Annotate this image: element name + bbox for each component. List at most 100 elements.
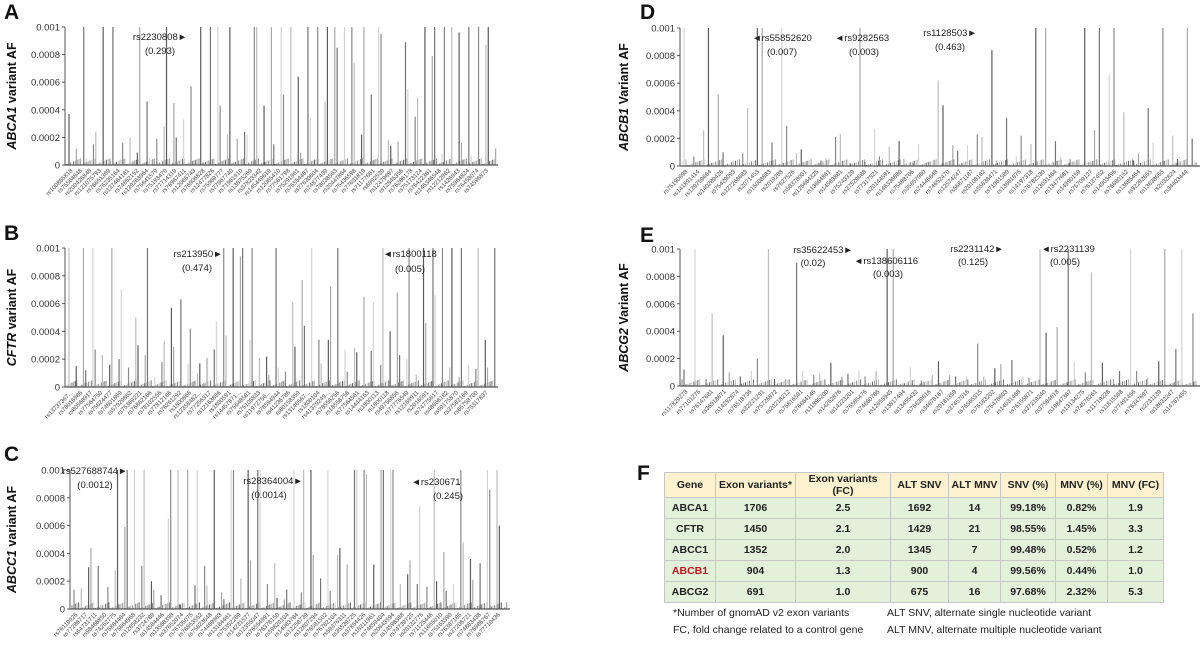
y-tick-label: 0 — [670, 382, 675, 393]
column-header: Gene — [664, 472, 716, 498]
annotation-variant-id: rs2231142 — [950, 244, 994, 255]
table-cell: 900 — [890, 560, 949, 582]
table-cell: 99.48% — [1000, 539, 1056, 561]
y-axis-title-gene: ABCA1 — [5, 106, 19, 150]
annotation-label: rs527688744► — [63, 466, 128, 477]
annotation-variant-id: rs230671 — [421, 477, 461, 488]
annotation-af-value: (0.245) — [433, 491, 463, 502]
y-tick-label: 0.0002 — [31, 355, 60, 366]
y-tick-label: 0.0006 — [36, 521, 65, 532]
table-cell: 7 — [948, 539, 1001, 561]
table-cell: 2.0 — [795, 539, 891, 561]
panel-letter-D: D — [640, 1, 655, 24]
annotation-variant-id: rs527688744 — [63, 466, 118, 477]
annotation-label: rs35622453► — [793, 245, 853, 256]
arrow-right-icon: ► — [213, 249, 222, 260]
table-body: ABCA1 1706 2.5 1692 14 99.18% 0.82% 1.9 CFTR 1450… — [664, 497, 1164, 603]
y-tick-label: 0.0004 — [31, 327, 60, 338]
annotation-af-value: (0.463) — [935, 42, 965, 53]
arrow-right-icon: ► — [843, 245, 852, 256]
gene-cell: ABCA1 — [664, 497, 716, 519]
gene-cell: ABCG2 — [664, 581, 716, 603]
annotation-variant-id: rs35622453 — [793, 245, 843, 256]
annotation-variant-id: rs2230808 — [133, 32, 178, 43]
table-cell: 21 — [948, 518, 1001, 540]
annotation-af-value: (0.0012) — [77, 480, 112, 491]
annotation-label: rs2231142► — [950, 244, 1004, 255]
gene-cell: ABCB1 — [664, 560, 716, 582]
summary-table: Gene Exon variants* Exon variants (FC) ALT … — [664, 472, 1164, 603]
arrow-right-icon: ► — [994, 244, 1003, 255]
gene-cell: ABCC1 — [664, 539, 716, 561]
annotation-variant-id: rs1800118 — [393, 249, 437, 260]
y-axis-title-suffix: Variant AF — [617, 43, 631, 108]
y-tick-label: 0 — [60, 605, 65, 616]
arrow-left-icon: ◄ — [1041, 244, 1050, 255]
panel-A: A 0 0.0002 0.0004 0.0006 0.0008 0.001 ABCA1 var… — [4, 1, 498, 197]
annotation-af-value: (0.125) — [958, 257, 988, 268]
table-cell: 98.55% — [1000, 518, 1056, 540]
table-cell: 2.5 — [795, 497, 891, 519]
y-tick-label: 0.0002 — [36, 577, 65, 588]
table-row: ABCC1 1352 2.0 1345 7 99.48% 0.52% 1.2 — [664, 539, 1164, 561]
table-cell: 0.44% — [1055, 560, 1108, 582]
y-tick-label: 0.0008 — [36, 493, 65, 504]
column-header: ALT MNV — [948, 472, 1001, 498]
annotation-label: ◄rs230671 — [411, 477, 460, 488]
y-axis-title-suffix: Variant AF — [617, 263, 631, 328]
annotation-label: rs2230808► — [133, 32, 187, 43]
y-axis-title-suffix: variant AF — [5, 486, 19, 551]
annotation-label: ◄rs55852620 — [752, 33, 812, 44]
table-cell: 14 — [948, 497, 1001, 519]
annotation-variant-id: rs28364004 — [243, 476, 293, 487]
annotation-label: rs213950► — [173, 249, 222, 260]
arrow-left-icon: ◄ — [835, 33, 844, 44]
footnote-fc: FC, fold change related to a control gen… — [673, 624, 864, 636]
annotation-label: rs1128503► — [923, 28, 977, 39]
annotation-af-value: (0.003) — [849, 47, 879, 58]
gene-cell: CFTR — [664, 518, 716, 540]
panel-D: D 0 0.0002 0.0004 0.0006 0.0008 0.001 ABCB1 Var… — [617, 1, 1200, 198]
table-cell: 3.3 — [1107, 518, 1164, 540]
annotation-label: ◄rs9282563 — [835, 33, 889, 44]
annotation-variant-id: rs9282563 — [844, 33, 889, 44]
y-tick-label: 0 — [670, 162, 675, 173]
annotation-af-value: (0.02) — [801, 258, 826, 269]
table-cell: 97.68% — [1000, 581, 1056, 603]
annotation-label: rs28364004► — [243, 476, 303, 487]
y-tick-label: 0.0006 — [31, 78, 60, 89]
y-tick-label: 0.0002 — [31, 133, 60, 144]
y-axis-title-gene: ABCG2 — [617, 328, 631, 373]
y-tick-label: 0.0004 — [646, 327, 675, 338]
table-cell: 4 — [948, 560, 1001, 582]
annotation-variant-id: rs55852620 — [762, 33, 812, 44]
table-cell: 1352 — [715, 539, 796, 561]
annotation-variant-id: rs138606116 — [863, 256, 918, 267]
y-tick-label: 0.0006 — [31, 299, 60, 310]
annotation-af-value: (0.005) — [1050, 257, 1080, 268]
table-cell: 1.9 — [1107, 497, 1164, 519]
table-cell: 675 — [890, 581, 949, 603]
panel-B: B 0 0.0002 0.0004 0.0006 0.0008 0.001 CFTR vari… — [4, 222, 498, 420]
y-tick-label: 0.0008 — [646, 272, 675, 283]
annotation-af-value: (0.003) — [873, 269, 903, 280]
y-tick-label: 0.0006 — [646, 299, 675, 310]
arrow-right-icon: ► — [178, 32, 187, 43]
y-tick-label: 0.0004 — [31, 105, 60, 116]
y-tick-label: 0.0006 — [646, 79, 675, 90]
y-tick-label: 0.0004 — [646, 106, 675, 117]
footnote-alt-snv: ALT SNV, alternate single nucleotide var… — [887, 607, 1092, 619]
table-row: ABCB1 904 1.3 900 4 99.56% 0.44% 1.0 — [664, 560, 1164, 582]
y-axis-title-gene: CFTR — [5, 333, 19, 366]
annotation-label: ◄rs1800118 — [383, 249, 437, 260]
table-header-row: Gene Exon variants* Exon variants (FC) ALT … — [664, 472, 1164, 498]
panel-letter-B: B — [4, 222, 19, 245]
y-tick-label: 0.001 — [36, 23, 60, 34]
y-axis-title-suffix: variant AF — [5, 42, 19, 107]
footnote-alt-mnv: ALT MNV, alternate multiple nucleotide v… — [887, 624, 1102, 636]
annotation-af-value: (0.0014) — [251, 490, 286, 501]
y-tick-label: 0.0004 — [36, 549, 65, 560]
y-tick-label: 0.001 — [651, 245, 675, 256]
table-cell: 1429 — [890, 518, 949, 540]
table-cell: 99.18% — [1000, 497, 1056, 519]
